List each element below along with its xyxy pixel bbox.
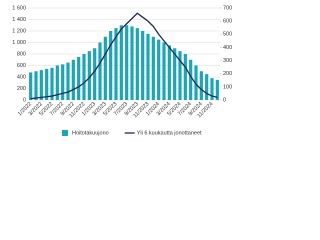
bar xyxy=(45,68,49,100)
y2-tick-label: 300 xyxy=(223,58,232,64)
bar xyxy=(178,51,182,100)
y2-tick-label: 0 xyxy=(223,97,226,103)
bar xyxy=(141,31,145,100)
bar xyxy=(71,59,75,100)
y-tick-label: 200 xyxy=(17,86,26,92)
bar xyxy=(29,72,33,100)
y2-tick-label: 400 xyxy=(223,45,232,51)
bar xyxy=(103,36,107,100)
y2-tick-label: 600 xyxy=(223,19,232,25)
legend-swatch xyxy=(62,130,68,136)
bar xyxy=(77,56,81,100)
y2-tick-label: 500 xyxy=(223,32,232,38)
line xyxy=(30,12,218,100)
bar xyxy=(66,62,70,100)
bar xyxy=(125,25,129,100)
y2-tick-label: 100 xyxy=(223,84,232,90)
y-tick-label: 1 000 xyxy=(12,40,26,46)
bar xyxy=(55,65,59,100)
y-tick-label: 0 xyxy=(23,97,26,103)
bar xyxy=(114,28,118,100)
bar xyxy=(210,78,214,100)
bar xyxy=(87,51,91,100)
bar xyxy=(98,42,102,100)
y-tick-label: 600 xyxy=(17,63,26,69)
bar xyxy=(130,26,134,100)
y-tick-label: 1 600 xyxy=(12,5,26,11)
chart: 0 200 400 600 800 1 000 1 200 1 400 1 600 0 100 200… xyxy=(12,5,232,136)
bar xyxy=(109,31,113,100)
bar xyxy=(39,70,43,100)
bar xyxy=(119,25,123,100)
bar xyxy=(146,33,150,100)
y-tick-label: 800 xyxy=(17,51,26,57)
bar xyxy=(173,48,177,100)
bar xyxy=(194,65,198,100)
bar xyxy=(151,36,155,100)
y-tick-label: 1 200 xyxy=(12,28,26,34)
bar xyxy=(189,59,193,100)
bar xyxy=(199,71,203,100)
y-tick-label: 1 400 xyxy=(12,17,26,23)
legend-label: Yli 6 kuukautta jonottaneet xyxy=(137,130,202,136)
bar xyxy=(205,74,209,100)
bar xyxy=(157,39,161,100)
y-tick-label: 400 xyxy=(17,74,26,80)
y2-tick-label: 700 xyxy=(223,5,232,11)
bar xyxy=(50,67,54,100)
bar xyxy=(82,54,86,100)
bar xyxy=(215,79,219,100)
legend-label: Hoitotakuujono xyxy=(72,130,109,136)
bar xyxy=(167,45,171,100)
bar xyxy=(61,64,65,100)
bar xyxy=(135,28,139,100)
bar xyxy=(162,42,166,100)
bar xyxy=(93,48,97,100)
bar xyxy=(34,71,38,100)
bar xyxy=(183,54,187,100)
y2-tick-label: 200 xyxy=(223,71,232,77)
